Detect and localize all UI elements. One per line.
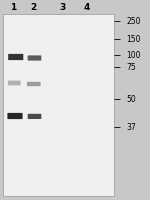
Text: 4: 4: [84, 3, 90, 12]
FancyBboxPatch shape: [8, 113, 23, 119]
Text: 50: 50: [126, 95, 136, 104]
Text: 150: 150: [126, 34, 141, 44]
Text: 2: 2: [30, 3, 36, 12]
FancyBboxPatch shape: [8, 54, 23, 60]
Text: 37: 37: [126, 122, 136, 132]
FancyBboxPatch shape: [8, 81, 21, 85]
FancyBboxPatch shape: [27, 82, 40, 86]
Text: 250: 250: [126, 17, 141, 25]
FancyBboxPatch shape: [28, 114, 41, 119]
FancyBboxPatch shape: [28, 55, 41, 61]
Text: 100: 100: [126, 50, 141, 60]
Text: 75: 75: [126, 62, 136, 72]
Text: 1: 1: [10, 3, 17, 12]
Text: 3: 3: [60, 3, 66, 12]
Bar: [3, 14, 114, 196]
